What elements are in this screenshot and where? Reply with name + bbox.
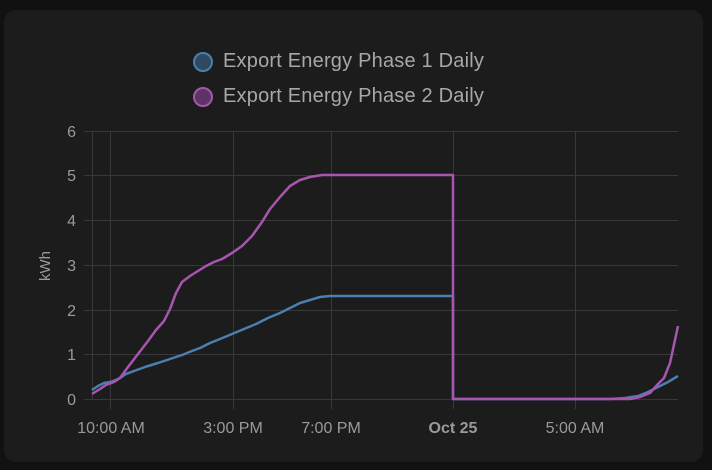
legend-label: Export Energy Phase 1 Daily <box>223 50 485 72</box>
y-tick: 5 <box>67 168 76 185</box>
y-tick: 2 <box>67 303 76 320</box>
legend-item-phase-1[interactable]: Export Energy Phase 1 Daily <box>190 44 484 79</box>
legend-marker-phase-2-icon <box>193 86 213 107</box>
y-tick: 4 <box>67 213 76 230</box>
y-axis-label: kWh <box>37 251 54 281</box>
y-tick: 6 <box>67 124 76 141</box>
x-tick: 3:00 PM <box>203 420 263 437</box>
x-tick: 10:00 AM <box>77 420 145 437</box>
vertical-gridlines <box>92 131 576 409</box>
legend-label: Export Energy Phase 2 Daily <box>223 85 485 107</box>
y-tick: 3 <box>67 258 76 275</box>
y-axis-ticks: 0 1 2 3 4 5 6 <box>67 124 76 409</box>
y-tick: 1 <box>67 347 76 364</box>
horizontal-gridlines <box>84 131 678 400</box>
x-axis-ticks: 10:00 AM 3:00 PM 7:00 PM Oct 25 5:00 AM <box>77 420 604 437</box>
series-phase-2-line[interactable] <box>91 173 680 401</box>
x-tick: 7:00 PM <box>301 420 361 437</box>
x-tick-date: Oct 25 <box>429 420 478 437</box>
legend-marker-phase-1-icon <box>193 51 213 72</box>
x-tick: 5:00 AM <box>546 420 605 437</box>
chart-card <box>4 10 703 462</box>
y-tick: 0 <box>67 392 76 409</box>
chart-legend: Export Energy Phase 1 Daily Export Energ… <box>190 44 484 114</box>
series-phase-1-line[interactable] <box>91 294 679 401</box>
legend-item-phase-2[interactable]: Export Energy Phase 2 Daily <box>190 79 484 114</box>
